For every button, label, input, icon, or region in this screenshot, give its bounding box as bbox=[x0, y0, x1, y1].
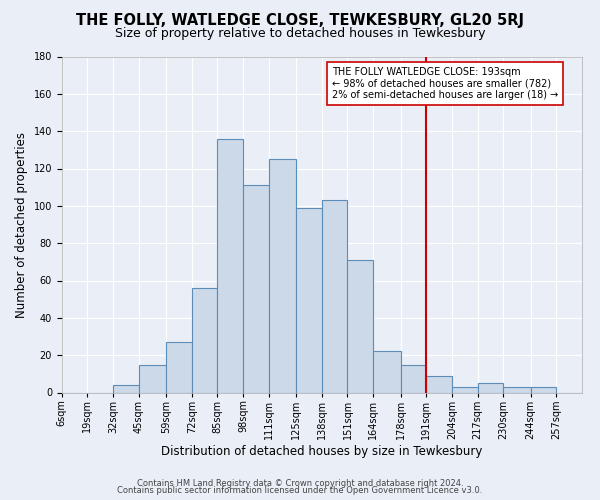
Bar bbox=[452, 387, 478, 392]
Bar bbox=[296, 208, 322, 392]
Bar bbox=[478, 383, 503, 392]
Y-axis label: Number of detached properties: Number of detached properties bbox=[15, 132, 28, 318]
Bar bbox=[373, 352, 401, 393]
Text: Size of property relative to detached houses in Tewkesbury: Size of property relative to detached ho… bbox=[115, 28, 485, 40]
Text: Contains HM Land Registry data © Crown copyright and database right 2024.: Contains HM Land Registry data © Crown c… bbox=[137, 478, 463, 488]
Bar bbox=[347, 260, 373, 392]
Bar bbox=[243, 186, 269, 392]
Bar bbox=[269, 159, 296, 392]
Bar bbox=[531, 387, 556, 392]
Bar bbox=[503, 387, 531, 392]
Bar bbox=[217, 138, 243, 392]
Bar bbox=[139, 364, 166, 392]
Bar bbox=[426, 376, 452, 392]
X-axis label: Distribution of detached houses by size in Tewkesbury: Distribution of detached houses by size … bbox=[161, 444, 482, 458]
Text: THE FOLLY WATLEDGE CLOSE: 193sqm
← 98% of detached houses are smaller (782)
2% o: THE FOLLY WATLEDGE CLOSE: 193sqm ← 98% o… bbox=[332, 66, 559, 100]
Bar bbox=[322, 200, 347, 392]
Bar bbox=[166, 342, 192, 392]
Text: THE FOLLY, WATLEDGE CLOSE, TEWKESBURY, GL20 5RJ: THE FOLLY, WATLEDGE CLOSE, TEWKESBURY, G… bbox=[76, 12, 524, 28]
Bar bbox=[401, 364, 426, 392]
Bar bbox=[192, 288, 217, 393]
Bar bbox=[113, 385, 139, 392]
Text: Contains public sector information licensed under the Open Government Licence v3: Contains public sector information licen… bbox=[118, 486, 482, 495]
